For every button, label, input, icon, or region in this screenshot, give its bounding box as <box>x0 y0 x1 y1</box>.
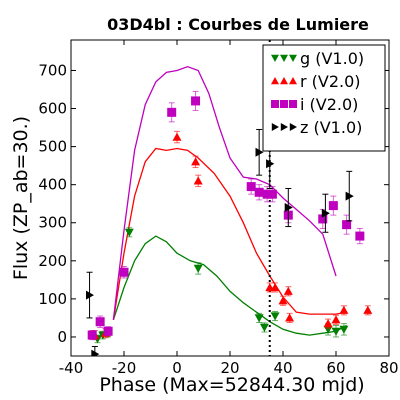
data-point <box>193 176 203 185</box>
x-tick-label: 20 <box>220 359 239 377</box>
legend-marker <box>289 77 297 85</box>
legend-label: i (V2.0) <box>300 95 358 114</box>
data-point <box>339 305 349 314</box>
data-point <box>191 157 201 166</box>
legend-marker <box>280 54 288 62</box>
x-axis-title: Phase (Max=52844.30 mjd) <box>99 374 364 396</box>
data-point <box>172 132 182 141</box>
data-point <box>267 189 277 199</box>
data-point <box>167 107 177 117</box>
y-axis-title: Flux (ZP_ab=30.) <box>10 116 32 280</box>
y-tick-label: 0 <box>57 328 67 346</box>
data-point <box>262 189 272 199</box>
data-point <box>363 305 373 314</box>
legend-marker <box>280 77 288 85</box>
data-point <box>193 264 203 273</box>
data-point <box>328 201 338 211</box>
y-tick-label: 200 <box>38 252 67 270</box>
data-point <box>323 319 333 328</box>
legend-label: z (V1.0) <box>300 118 362 137</box>
data-point <box>355 231 365 241</box>
model-curve <box>112 66 337 320</box>
legend-marker <box>289 54 297 62</box>
data-point <box>339 325 349 334</box>
data-point <box>95 317 105 327</box>
data-point <box>342 220 352 230</box>
data-point <box>259 323 269 332</box>
data-point <box>87 330 97 340</box>
legend-marker <box>271 123 279 131</box>
data-point <box>191 96 201 106</box>
data-point <box>278 296 288 305</box>
y-tick-label: 600 <box>38 100 67 118</box>
data-point <box>285 313 295 322</box>
y-tick-label: 700 <box>38 61 67 79</box>
data-point <box>91 349 100 356</box>
legend-marker <box>289 123 297 131</box>
data-point <box>246 182 256 192</box>
data-point <box>331 327 341 336</box>
x-tick-label: 80 <box>379 359 398 377</box>
data-point <box>119 267 129 277</box>
x-tick-label: 60 <box>326 359 345 377</box>
legend-box <box>262 44 386 152</box>
legend-marker <box>271 100 279 108</box>
data-point <box>86 290 94 300</box>
model-curve <box>112 147 347 320</box>
chart-title: 03D4bl : Courbes de Lumiere <box>107 15 369 34</box>
data-point <box>270 283 280 292</box>
data-point <box>331 315 341 324</box>
legend-marker <box>271 77 279 85</box>
data-point <box>270 312 280 321</box>
legend-marker <box>280 100 288 108</box>
axes: -40 -20 0 20 40 60 80 0 100 200 300 400 500 600 700 <box>38 40 399 377</box>
data-point <box>103 326 113 336</box>
data-point <box>318 214 328 224</box>
y-tick-label: 300 <box>38 214 67 232</box>
data-point <box>284 203 293 212</box>
legend-marker <box>280 123 288 131</box>
data-point <box>283 286 293 295</box>
data-point <box>345 191 354 201</box>
data-point <box>321 208 330 218</box>
data-point <box>254 187 264 197</box>
x-tick-label: -20 <box>112 359 137 377</box>
data-point <box>124 228 134 237</box>
data-point <box>266 159 275 169</box>
data-point <box>255 147 264 157</box>
y-tick-label: 500 <box>38 138 67 156</box>
x-tick-label: 0 <box>172 359 182 377</box>
legend-label: g (V1.0) <box>300 49 364 68</box>
legend-marker <box>271 54 279 62</box>
legend-marker <box>289 100 297 108</box>
data-point <box>254 314 264 323</box>
plot-area <box>86 40 373 356</box>
legend: g (V1.0) r (V2.0) i (V2.0) z (V1.0) <box>262 44 386 152</box>
x-tick-label: 40 <box>273 359 292 377</box>
y-tick-label: 100 <box>38 290 67 308</box>
legend-label: r (V2.0) <box>300 72 361 91</box>
y-tick-label: 400 <box>38 176 67 194</box>
x-tick-label: -40 <box>59 359 84 377</box>
model-curve <box>112 235 347 336</box>
